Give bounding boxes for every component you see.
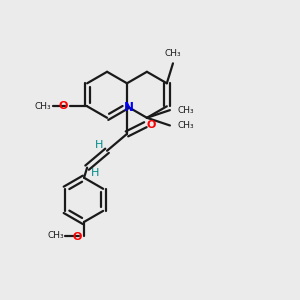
Text: CH₃: CH₃ [35,102,52,111]
Text: H: H [91,168,99,178]
Text: H: H [95,140,103,150]
Text: CH₃: CH₃ [165,49,181,58]
Text: O: O [72,232,82,242]
Text: N: N [124,101,134,114]
Text: CH₃: CH₃ [178,106,194,115]
Text: CH₃: CH₃ [178,121,194,130]
Text: CH₃: CH₃ [47,231,64,240]
Text: O: O [58,101,68,111]
Text: O: O [146,120,156,130]
